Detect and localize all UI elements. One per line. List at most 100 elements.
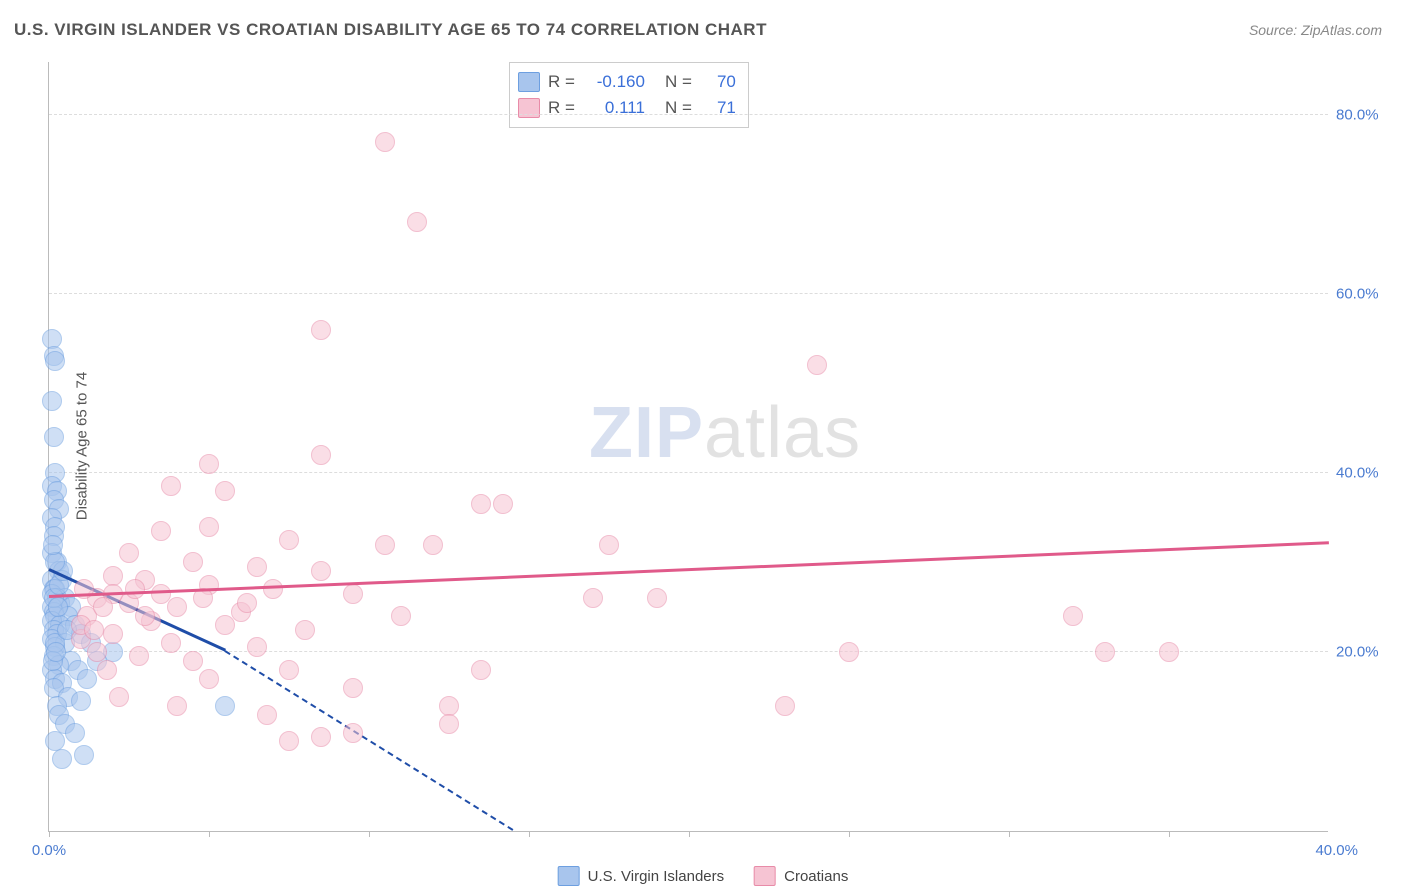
gridline-h [49,472,1328,473]
legend-bottom: U.S. Virgin Islanders Croatians [558,866,849,886]
watermark: ZIPatlas [589,392,861,474]
legend-item-usvi: U.S. Virgin Islanders [558,866,724,886]
data-point-croat [1063,606,1083,626]
data-point-croat [84,620,104,640]
y-tick-label: 40.0% [1336,464,1396,481]
data-point-croat [311,727,331,747]
r-label: R = [548,98,575,118]
data-point-croat [199,517,219,537]
data-point-usvi [46,642,66,662]
data-point-usvi [71,691,91,711]
data-point-croat [311,320,331,340]
legend-stats-box: R =-0.160N =70R =0.111N =71 [509,62,749,128]
data-point-croat [93,597,113,617]
plot-area: ZIPatlas R =-0.160N =70R =0.111N =71 20.… [48,62,1328,832]
data-point-croat [183,552,203,572]
n-value-usvi: 70 [700,72,736,92]
data-point-croat [87,642,107,662]
source-attribution: Source: ZipAtlas.com [1249,22,1382,38]
data-point-croat [583,588,603,608]
data-point-croat [183,651,203,671]
x-tick [849,831,850,837]
data-point-croat [343,723,363,743]
data-point-usvi [42,391,62,411]
legend-item-croat: Croatians [754,866,848,886]
legend-swatch-croat [754,866,776,886]
data-point-usvi [48,597,68,617]
data-point-croat [407,212,427,232]
correlation-chart: U.S. VIRGIN ISLANDER VS CROATIAN DISABIL… [0,0,1406,892]
data-point-usvi [44,427,64,447]
watermark-zip: ZIP [589,393,704,473]
r-value-croat: 0.111 [583,98,645,118]
data-point-croat [135,606,155,626]
legend-label-usvi: U.S. Virgin Islanders [588,868,724,885]
data-point-croat [109,687,129,707]
legend-swatch-usvi [558,866,580,886]
data-point-croat [167,696,187,716]
n-label: N = [665,72,692,92]
gridline-h [49,293,1328,294]
x-tick [1169,831,1170,837]
data-point-croat [599,535,619,555]
data-point-usvi [77,669,97,689]
data-point-croat [343,678,363,698]
data-point-usvi [45,351,65,371]
data-point-croat [151,521,171,541]
data-point-croat [279,530,299,550]
data-point-croat [775,696,795,716]
data-point-croat [199,669,219,689]
data-point-croat [257,705,277,725]
data-point-croat [647,588,667,608]
data-point-croat [161,476,181,496]
source-name: ZipAtlas.com [1301,22,1382,38]
y-tick-label: 80.0% [1336,106,1396,123]
data-point-usvi [43,535,63,555]
stats-swatch-usvi [518,72,540,92]
legend-label-croat: Croatians [784,868,848,885]
x-tick [689,831,690,837]
data-point-croat [129,646,149,666]
data-point-croat [199,454,219,474]
source-prefix: Source: [1249,22,1301,38]
data-point-croat [119,543,139,563]
data-point-croat [215,481,235,501]
x-tick-label: 0.0% [32,842,66,859]
data-point-croat [1159,642,1179,662]
x-tick [529,831,530,837]
x-tick [209,831,210,837]
data-point-usvi [52,749,72,769]
data-point-croat [375,132,395,152]
data-point-croat [423,535,443,555]
data-point-croat [343,584,363,604]
data-point-croat [471,494,491,514]
y-tick-label: 20.0% [1336,643,1396,660]
data-point-croat [311,445,331,465]
data-point-croat [97,660,117,680]
y-tick-label: 60.0% [1336,285,1396,302]
data-point-croat [103,624,123,644]
data-point-croat [279,660,299,680]
data-point-croat [279,731,299,751]
data-point-usvi [215,696,235,716]
data-point-croat [471,660,491,680]
data-point-croat [237,593,257,613]
data-point-croat [295,620,315,640]
data-point-croat [391,606,411,626]
data-point-croat [151,584,171,604]
data-point-croat [311,561,331,581]
trendline-croat [49,541,1329,598]
x-tick [1009,831,1010,837]
data-point-croat [1095,642,1115,662]
stats-swatch-croat [518,98,540,118]
data-point-croat [247,637,267,657]
data-point-usvi [65,723,85,743]
chart-title: U.S. VIRGIN ISLANDER VS CROATIAN DISABIL… [14,20,767,40]
data-point-croat [247,557,267,577]
data-point-croat [215,615,235,635]
data-point-croat [493,494,513,514]
x-tick [369,831,370,837]
x-tick [49,831,50,837]
data-point-croat [161,633,181,653]
trendline-usvi-extrapolated [224,650,513,831]
